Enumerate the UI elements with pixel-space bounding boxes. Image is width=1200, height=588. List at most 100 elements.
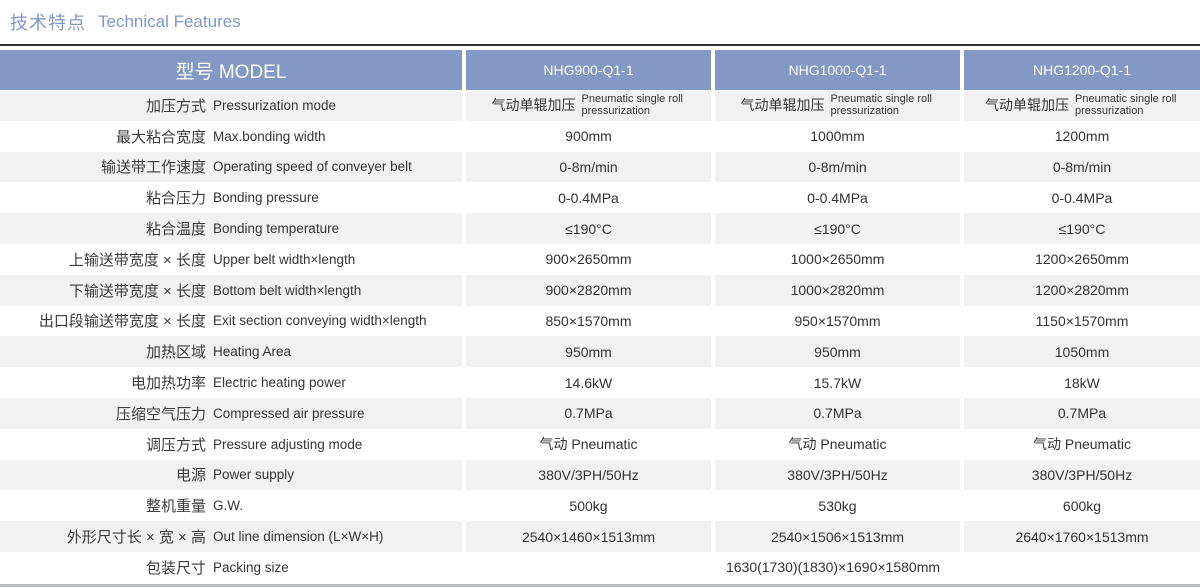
spec-value: 1200×2820mm bbox=[964, 274, 1200, 306]
row-label-en: Electric heating power bbox=[213, 375, 346, 391]
row-label: 上输送带宽度 × 长度 Upper belt width×length bbox=[0, 243, 462, 275]
spec-value: ≤190°C bbox=[964, 213, 1200, 244]
model-column-header: NHG1200-Q1-1 bbox=[964, 50, 1200, 90]
spec-row: 外形尺寸长 × 宽 × 高 Out line dimension (L×W×H) 2… bbox=[0, 521, 1200, 552]
value-zh: 气动单辊加压 bbox=[491, 97, 576, 114]
spec-value: 气动单辊加压 Pneumatic single roll pressurizati… bbox=[715, 90, 960, 121]
spec-row: 粘合温度 Bonding temperature ≤190°C ≤190°C ≤190°… bbox=[0, 213, 1200, 244]
spec-value: 600kg bbox=[964, 490, 1200, 522]
spec-row: 下输送带宽度 × 长度 Bottom belt width×length 900×2… bbox=[0, 274, 1200, 306]
value-zh: 气动单辊加压 bbox=[740, 97, 825, 114]
row-label: 外形尺寸长 × 宽 × 高 Out line dimension (L×W×H) bbox=[0, 521, 462, 552]
row-label: 粘合压力 Bonding pressure bbox=[0, 182, 462, 214]
spec-value: 2540×1460×1513mm bbox=[466, 521, 711, 552]
row-label-en: Bonding temperature bbox=[213, 221, 340, 237]
spec-value: 气动单辊加压 Pneumatic single roll pressurizati… bbox=[964, 90, 1200, 121]
row-label: 下输送带宽度 × 长度 Bottom belt width×length bbox=[0, 274, 462, 306]
spec-value: 380V/3PH/50Hz bbox=[466, 459, 711, 491]
spec-table-rows: 加压方式 Pressurization mode 气动单辊加压 Pneumatic s… bbox=[0, 90, 1200, 583]
row-label: 调压方式 Pressure adjusting mode bbox=[0, 428, 462, 460]
spec-value: 气动单辊加压 Pneumatic single roll pressurizati… bbox=[466, 90, 711, 121]
row-label-zh: 粘合温度 bbox=[145, 221, 206, 239]
table-header-row: 型号 MODEL NHG900-Q1-1 NHG1000-Q1-1 NHG120… bbox=[0, 50, 1200, 90]
row-label: 整机重量 G.W. bbox=[0, 490, 462, 522]
model-column-header: NHG900-Q1-1 bbox=[466, 50, 711, 90]
row-label-zh: 上输送带宽度 × 长度 bbox=[68, 251, 206, 269]
spec-row: 最大粘合宽度 Max.bonding width 900mm 1000mm 1200mm bbox=[0, 120, 1200, 152]
row-label-zh: 整机重量 bbox=[145, 498, 206, 516]
row-label-en: Out line dimension (L×W×H) bbox=[213, 529, 384, 545]
spec-value: 500kg bbox=[466, 490, 711, 522]
spec-row: 加热区域 Heating Area 950mm 950mm 1050mm bbox=[0, 336, 1200, 368]
spec-value: 15.7kW bbox=[715, 367, 960, 398]
spec-value: 0-8m/min bbox=[715, 151, 960, 183]
spec-value: 530kg bbox=[715, 490, 960, 522]
bottom-accent-bar bbox=[0, 583, 1200, 587]
model-header-cell: 型号 MODEL bbox=[0, 50, 462, 90]
row-label-en: Upper belt width×length bbox=[213, 251, 356, 267]
spec-value: 0-0.4MPa bbox=[964, 182, 1200, 214]
row-label: 包装尺寸 Packing size bbox=[0, 551, 462, 583]
row-label-zh: 出口段输送带宽度 × 长度 bbox=[38, 313, 206, 331]
row-label-en: Pressurization mode bbox=[213, 97, 337, 113]
spec-value: 950×1570mm bbox=[715, 305, 960, 337]
spec-value: 900mm bbox=[466, 120, 711, 152]
row-label-zh: 包装尺寸 bbox=[145, 559, 206, 577]
spec-value: 900×2820mm bbox=[466, 274, 711, 306]
row-label-zh: 最大粘合宽度 bbox=[115, 128, 206, 146]
spec-value: 850×1570mm bbox=[466, 305, 711, 337]
spec-value: 1050mm bbox=[964, 336, 1200, 368]
row-label: 出口段输送带宽度 × 长度 Exit section conveying widt… bbox=[0, 305, 462, 337]
spec-value: 气动 Pneumatic bbox=[715, 428, 960, 460]
spec-value: 1200mm bbox=[964, 120, 1200, 152]
row-label-en: Heating Area bbox=[213, 344, 292, 360]
row-label: 最大粘合宽度 Max.bonding width bbox=[0, 120, 462, 152]
row-label-en: Power supply bbox=[213, 467, 295, 483]
row-label-zh: 加压方式 bbox=[145, 97, 206, 115]
spec-row: 包装尺寸 Packing size 1630(1730)(1830)×1690×15… bbox=[0, 551, 1200, 583]
page-title-en: Technical Features bbox=[98, 12, 241, 31]
model-column-header: NHG1000-Q1-1 bbox=[715, 50, 960, 90]
spec-row: 电加热功率 Electric heating power 14.6kW 15.7kW 1… bbox=[0, 367, 1200, 398]
spec-value: 0-8m/min bbox=[964, 151, 1200, 183]
spec-value: 0.7MPa bbox=[715, 397, 960, 429]
spec-row: 上输送带宽度 × 长度 Upper belt width×length 900×26… bbox=[0, 243, 1200, 275]
spec-value: 1200×2650mm bbox=[964, 243, 1200, 275]
spec-row: 粘合压力 Bonding pressure 0-0.4MPa 0-0.4MPa 0-0.… bbox=[0, 182, 1200, 214]
row-label-en: Compressed air pressure bbox=[213, 405, 365, 421]
spec-row: 调压方式 Pressure adjusting mode 气动 Pneumatic 气… bbox=[0, 428, 1200, 460]
row-label-zh: 电加热功率 bbox=[130, 375, 206, 393]
row-label-en: Bonding pressure bbox=[213, 190, 319, 206]
row-label-en: Max.bonding width bbox=[213, 128, 326, 144]
spec-value: 气动 Pneumatic bbox=[964, 428, 1200, 460]
row-label: 电加热功率 Electric heating power bbox=[0, 367, 462, 398]
row-label-zh: 下输送带宽度 × 长度 bbox=[68, 282, 206, 300]
spec-row: 加压方式 Pressurization mode 气动单辊加压 Pneumatic s… bbox=[0, 90, 1200, 121]
spec-value: ≤190°C bbox=[466, 213, 711, 244]
spec-value: 900×2650mm bbox=[466, 243, 711, 275]
spec-value: 1000×2820mm bbox=[715, 274, 960, 306]
row-label-en: Packing size bbox=[213, 559, 289, 575]
row-label: 输送带工作速度 Operating speed of conveyer belt bbox=[0, 151, 462, 183]
spec-value: 0-0.4MPa bbox=[466, 182, 711, 214]
spec-value: 2540×1506×1513mm bbox=[715, 521, 960, 552]
spec-value: 950mm bbox=[715, 336, 960, 368]
row-label-zh: 外形尺寸长 × 宽 × 高 bbox=[66, 529, 206, 547]
row-label: 粘合温度 Bonding temperature bbox=[0, 213, 462, 244]
row-label-en: Exit section conveying width×length bbox=[213, 313, 427, 329]
value-zh: 气动单辊加压 bbox=[985, 97, 1069, 114]
value-en: Pneumatic single roll pressurization bbox=[1075, 93, 1177, 118]
row-label-zh: 输送带工作速度 bbox=[100, 159, 206, 177]
row-label-zh: 调压方式 bbox=[145, 436, 206, 454]
spec-value: 0-8m/min bbox=[466, 151, 711, 183]
row-label-zh: 粘合压力 bbox=[145, 190, 206, 208]
row-label-en: G.W. bbox=[213, 498, 243, 514]
title-divider bbox=[0, 44, 1200, 46]
row-label: 加压方式 Pressurization mode bbox=[0, 90, 462, 121]
value-en: Pneumatic single roll pressurization bbox=[581, 93, 684, 118]
spec-value: 18kW bbox=[964, 367, 1200, 398]
spec-row: 压缩空气压力 Compressed air pressure 0.7MPa 0.7MP… bbox=[0, 397, 1200, 429]
row-label-zh: 加热区域 bbox=[145, 344, 206, 362]
spec-value: 气动 Pneumatic bbox=[466, 428, 711, 460]
